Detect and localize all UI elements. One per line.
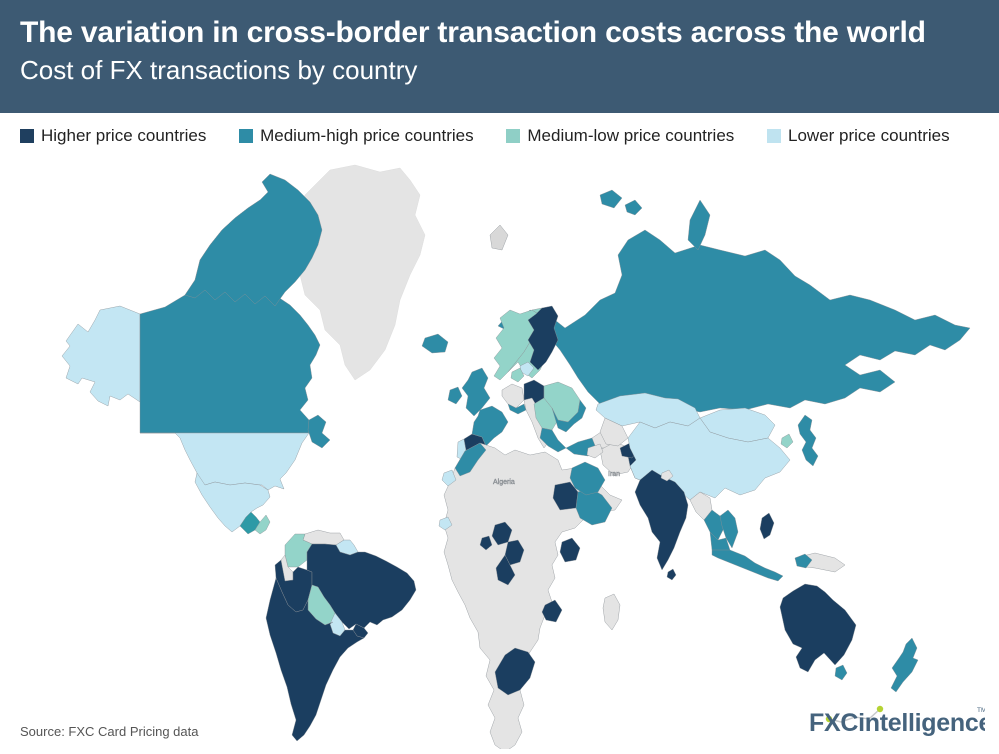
svg-text:FXCintelligence: FXCintelligence bbox=[809, 709, 985, 736]
svg-text:TM: TM bbox=[977, 707, 985, 714]
svg-text:Iran: Iran bbox=[608, 471, 620, 478]
svg-text:Algeria: Algeria bbox=[493, 479, 515, 486]
